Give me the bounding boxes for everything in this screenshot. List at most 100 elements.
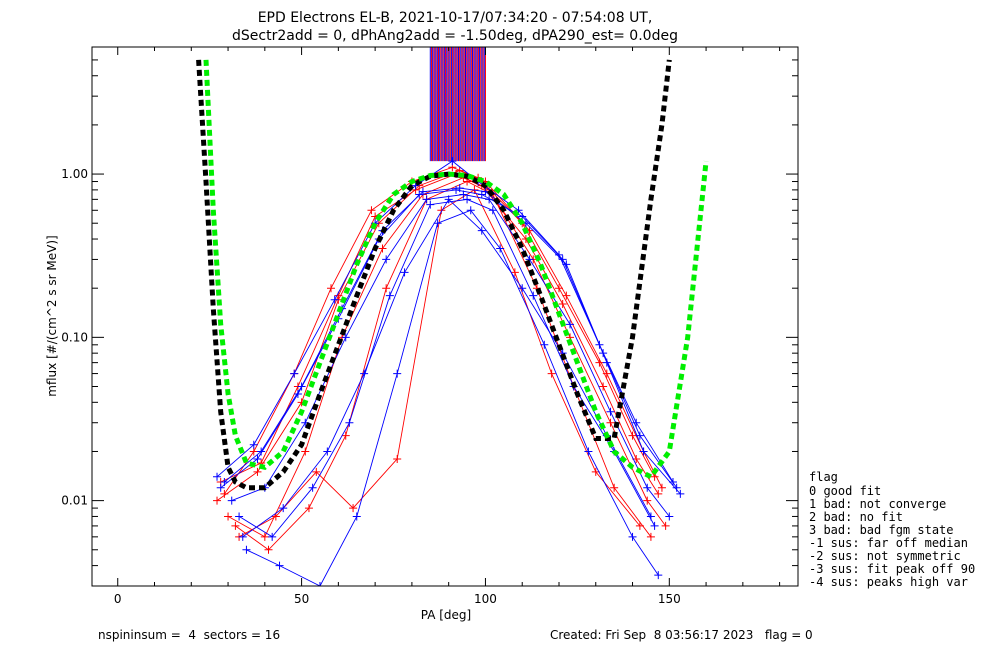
series-blue-curve [238,198,655,538]
legend-title: flag [809,470,838,484]
series-red-point [437,206,446,215]
series-blue-point [488,206,497,215]
series-red-point [378,244,387,253]
x-axis-label: PA [deg] [421,608,471,622]
series-red-point [657,483,666,492]
series-blue-point [566,320,575,329]
series-blue-point [293,389,302,398]
series-red-point [595,358,604,367]
legend-entry: -2 sus: not symmetric [809,549,961,563]
series-blue-point [452,185,461,194]
series-red-point [312,467,321,476]
legend-entry: -3 sus: fit peak off 90 [809,562,975,576]
series-blue-point [540,340,549,349]
fit-curve-green [203,59,709,481]
series-red-curve [227,177,666,538]
x-tick-label: 50 [294,592,309,606]
series-red-point [610,483,619,492]
y-axis-label: mflux [#/(cm^2 s sr MeV)] [45,235,59,396]
series-blue-point [646,512,655,521]
series-red-point [635,521,644,530]
series-blue-point [345,418,354,427]
y-tick-label: 1.00 [61,167,88,181]
series-blue-point [238,532,247,541]
series-red-point [260,532,269,541]
series-blue-point [628,532,637,541]
series-red-point [599,382,608,391]
series-red-point [253,467,262,476]
y-tick-label: 0.01 [61,494,88,508]
series-red-point [224,512,233,521]
series-red-point [382,284,391,293]
series-blue-point [444,195,453,204]
series-red-point [349,504,358,513]
series-red-point [562,291,571,300]
series-blue-point [323,447,332,456]
series-blue-point [448,157,457,166]
footer-right: Created: Fri Sep 8 03:56:17 2023 flag = … [550,628,813,642]
series-blue-point [360,369,369,378]
series-blue-point [400,268,409,277]
series-blue-point [606,407,615,416]
series-blue-point [242,545,251,554]
series-blue-point [341,333,350,342]
legend-entry: -1 sus: far off median [809,536,968,550]
series-blue-point [584,447,593,456]
series-blue-curve [246,209,659,586]
series-blue-point [672,483,681,492]
x-tick-label: 100 [474,592,497,606]
series-blue-point [279,504,288,513]
series-blue-point [554,250,563,259]
series-blue-point [463,195,472,204]
series-blue-point [668,478,677,487]
series-red-point [554,284,563,293]
x-tick-label: 150 [658,592,681,606]
series-blue-point [308,483,317,492]
series-blue-point [455,184,464,193]
series-blue-point [253,454,262,463]
series-blue-point [275,561,284,570]
series-red-point [367,206,376,215]
chart-subtitle: dSectr2add = 0, dPhAng2add = -1.50deg, d… [232,28,678,44]
series-blue-point [676,489,685,498]
series-blue-point [249,440,258,449]
series-red-point [654,489,663,498]
legend-entry: 0 good fit [809,484,881,498]
series-blue-point [418,187,427,196]
series-blue-point [220,478,229,487]
legend-entry: -4 sus: peaks high var [809,575,968,589]
fit-curve-black [196,59,672,491]
series-blue-point [595,340,604,349]
series-red-point [249,447,258,456]
series-blue-point [382,255,391,264]
series-blue-point [650,521,659,530]
series-red-point [231,521,240,530]
legend-entry: 2 bad: no fit [809,510,903,524]
series-red-point [304,504,313,513]
series-blue-point [297,382,306,391]
series-blue-point [518,284,527,293]
footer-left: nspininsum = 4 sectors = 16 [98,628,280,642]
series-blue-point [330,295,339,304]
series-red-curve [238,189,641,538]
x-tick-label: 0 [114,592,122,606]
series-red-point [220,489,229,498]
y-tick-label: 0.10 [61,330,88,344]
series-blue-point [393,369,402,378]
series-blue-point [290,369,299,378]
series-blue-point [257,447,266,456]
legend-entry: 3 bad: bad fgm state [809,523,954,537]
series-blue-point [433,219,442,228]
legend: flag 0 good fit 1 bad: not converge 2 ba… [809,470,975,589]
series-blue-curve [242,198,652,538]
series-red-point [661,521,670,530]
series-red-point [264,545,273,554]
chart-title: EPD Electrons EL-B, 2021-10-17/07:34:20 … [258,10,653,26]
series-red-point [510,268,519,277]
series-blue-point [632,418,641,427]
series-blue-point [216,483,225,492]
series-blue-point [654,571,663,580]
series-blue-point [485,195,494,204]
series-blue-point [459,190,468,199]
series-red-point [558,300,567,309]
